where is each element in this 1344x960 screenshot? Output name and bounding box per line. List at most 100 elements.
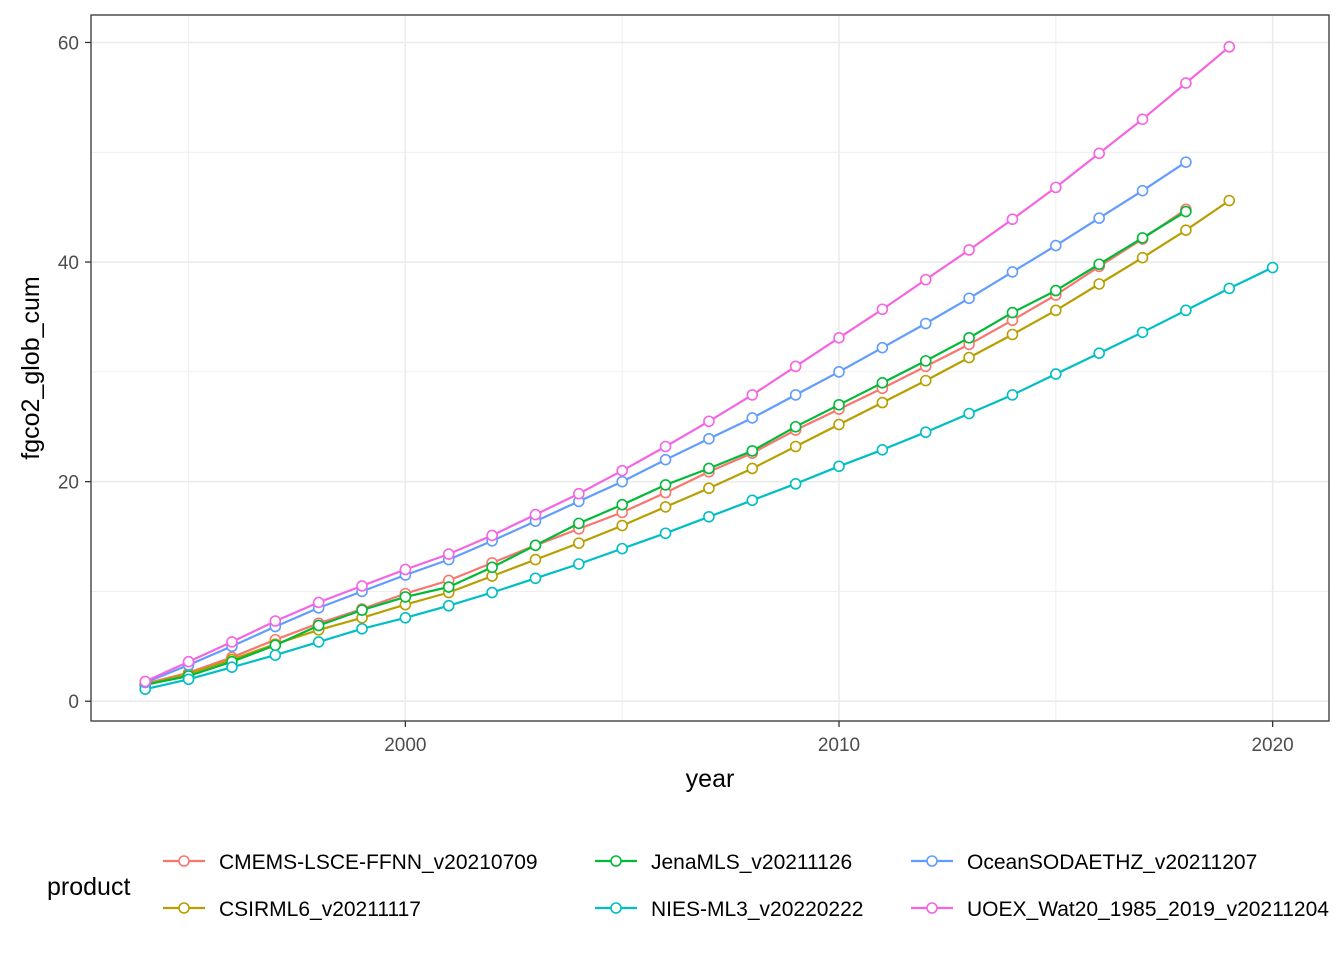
legend-item: OceanSODAETHZ_v20211207	[911, 851, 1257, 874]
data-point	[789, 440, 802, 453]
legend-key-point	[926, 902, 938, 914]
series-line	[144, 199, 1230, 686]
data-point	[182, 673, 195, 686]
axes: 2000 2010 2020 0 20 40 60	[58, 33, 1294, 756]
data-point	[746, 412, 759, 424]
legend-item: JenaMLS_v20211126	[595, 851, 852, 874]
data-point	[659, 479, 672, 491]
data-point	[703, 415, 715, 428]
data-point	[659, 501, 672, 513]
data-point	[182, 655, 195, 668]
data-point	[442, 581, 455, 593]
data-point	[963, 244, 975, 256]
data-point	[486, 586, 498, 599]
data-point	[1093, 212, 1105, 224]
data-point	[746, 462, 759, 475]
x-tick-label: 2000	[384, 735, 426, 756]
legend-item: NIES-ML3_v20220222	[595, 898, 863, 921]
data-point	[573, 537, 585, 549]
data-point	[573, 558, 585, 570]
data-point	[1136, 251, 1149, 264]
data-point	[312, 596, 325, 609]
data-point	[1006, 328, 1019, 341]
data-point	[876, 341, 889, 354]
data-point	[1006, 389, 1019, 401]
data-point	[312, 636, 325, 648]
data-point	[486, 529, 498, 542]
data-point	[919, 355, 932, 367]
data-point	[573, 487, 585, 500]
data-point	[1180, 156, 1192, 168]
data-point	[1006, 306, 1019, 319]
data-point	[789, 420, 802, 433]
y-tick-label: 40	[58, 253, 79, 274]
data-point	[529, 553, 542, 566]
data-point	[616, 498, 628, 511]
data-point	[789, 389, 802, 401]
data-point	[1093, 278, 1105, 290]
series-group	[139, 41, 1236, 688]
plot-panel-border	[90, 14, 1330, 722]
data-point	[312, 619, 325, 632]
legend-key-point	[178, 855, 190, 867]
legend-key-point	[926, 855, 938, 867]
data-point	[139, 675, 152, 688]
data-point	[789, 478, 802, 490]
data-point	[399, 611, 412, 624]
legend-label: JenaMLS_v20211126	[651, 851, 852, 874]
data-point	[876, 377, 889, 389]
x-tick-label: 2010	[818, 735, 860, 756]
data-point	[442, 599, 455, 612]
data-point	[529, 572, 542, 585]
y-axis-title: fgco2_glob_cum	[17, 276, 45, 459]
legend-key-point	[178, 902, 190, 914]
data-point	[1093, 147, 1105, 160]
y-tick-label: 0	[68, 692, 79, 713]
data-point	[269, 649, 282, 661]
data-point	[1050, 181, 1062, 194]
x-axis-title: year	[686, 765, 735, 793]
data-point	[1050, 304, 1062, 317]
data-point	[1136, 113, 1149, 126]
data-point	[1006, 213, 1019, 226]
data-point	[1093, 258, 1105, 271]
data-point	[659, 440, 672, 453]
data-point	[1180, 304, 1192, 317]
data-point	[1136, 184, 1149, 197]
data-point	[1093, 347, 1105, 359]
data-point	[1266, 261, 1279, 274]
data-point	[703, 482, 715, 495]
legend-item: UOEX_Wat20_1985_2019_v20211204	[911, 898, 1329, 921]
data-point	[833, 398, 845, 411]
legend-item: CSIRML6_v20211117	[163, 898, 421, 921]
data-point	[659, 453, 672, 466]
data-point	[1136, 232, 1149, 244]
data-point	[1136, 326, 1149, 339]
x-tick-label: 2020	[1251, 735, 1293, 756]
data-point	[573, 517, 585, 530]
data-point	[1223, 282, 1236, 295]
data-point	[919, 317, 932, 330]
data-point	[833, 418, 845, 431]
data-point	[703, 462, 715, 475]
data-point	[269, 639, 282, 652]
grid	[91, 15, 1329, 721]
data-point	[356, 604, 368, 616]
data-point	[356, 622, 368, 635]
data-point	[876, 303, 889, 316]
data-point	[1223, 41, 1236, 53]
data-point	[1180, 205, 1192, 218]
data-point	[1050, 239, 1062, 252]
data-point	[919, 273, 932, 286]
data-point	[616, 519, 628, 532]
data-point	[963, 351, 975, 364]
series-lines	[139, 41, 1279, 695]
legend-label: CSIRML6_v20211117	[219, 898, 421, 921]
y-tick-label: 60	[58, 33, 79, 54]
data-point	[963, 332, 975, 344]
legend-label: UOEX_Wat20_1985_2019_v20211204	[967, 898, 1329, 921]
data-point	[1180, 77, 1192, 89]
series-line	[144, 45, 1231, 683]
legend-key-point	[610, 902, 622, 914]
data-point	[442, 548, 455, 560]
